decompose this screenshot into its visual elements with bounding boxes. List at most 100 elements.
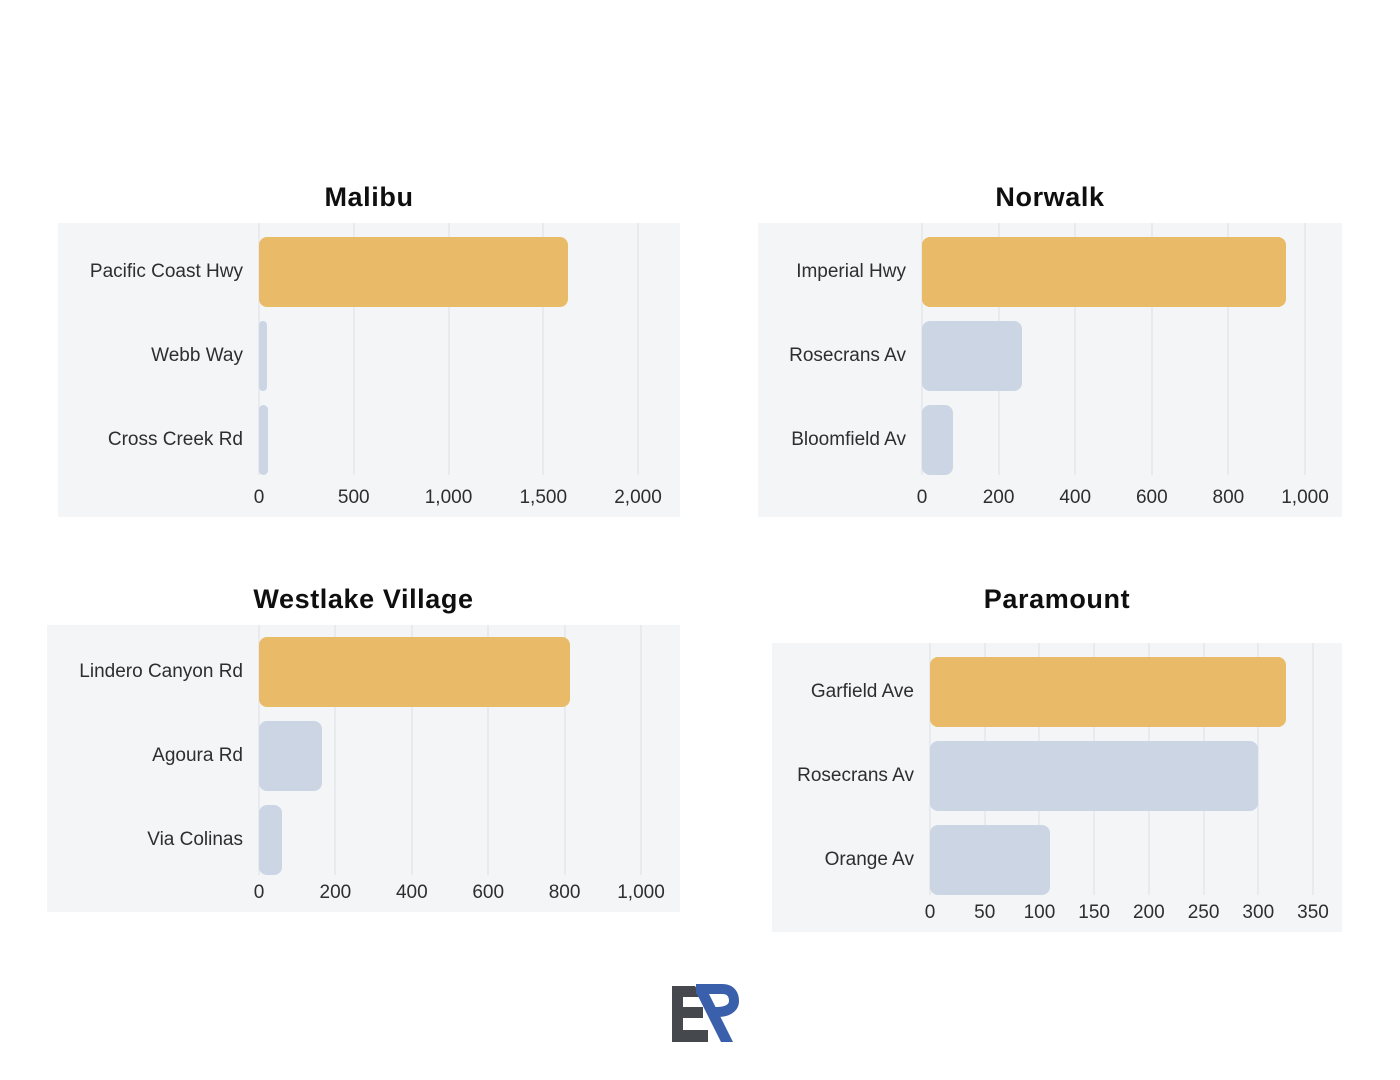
gridline: [448, 223, 449, 475]
bar: [259, 637, 571, 707]
category-label: Orange Av: [824, 849, 914, 870]
bar-row: Pacific Coast Hwy: [58, 237, 638, 307]
bar-track: [922, 321, 1305, 391]
bar-row: Via Colinas: [47, 805, 641, 875]
chart-panel: Pacific Coast Hwy Webb Way Cross Creek Rd …: [58, 223, 680, 517]
bar-row: Garfield Ave: [772, 657, 1313, 727]
category-label: Rosecrans Av: [789, 345, 906, 366]
axis-tick-label: 200: [982, 487, 1015, 508]
logo-letter-e: [672, 986, 708, 1042]
gridline: [1312, 643, 1314, 895]
chart-paramount: Paramount Garfield Ave Rosecrans Av Orange…: [772, 580, 1342, 932]
category-label: Lindero Canyon Rd: [79, 661, 243, 682]
axis-tick-label: 200: [1132, 902, 1165, 923]
axis-tick-label: 500: [337, 487, 370, 508]
axis-tick-label: 0: [916, 487, 928, 508]
axis-tick-label: 1,000: [424, 487, 473, 508]
er-logo-icon: [672, 984, 740, 1042]
axis-tick-label: 800: [1212, 487, 1245, 508]
gridline: [564, 625, 566, 875]
plot-rows: Pacific Coast Hwy Webb Way Cross Creek Rd: [58, 237, 638, 489]
plot-rows: Garfield Ave Rosecrans Av Orange Av: [772, 657, 1313, 909]
axis-tick-label: 1,500: [519, 487, 568, 508]
gridline: [1304, 223, 1306, 475]
x-axis: 0 200 400 600 800 1,000: [917, 475, 1329, 517]
category-label: Rosecrans Av: [797, 765, 914, 786]
chart-title: Norwalk: [995, 182, 1105, 212]
axis-tick-label: 0: [924, 902, 936, 923]
chart-panel: Garfield Ave Rosecrans Av Orange Av 0 50 100…: [772, 643, 1342, 932]
bar-track: [259, 237, 638, 307]
bar: [259, 321, 267, 391]
category-label: Webb Way: [151, 345, 243, 366]
bar: [259, 721, 323, 791]
bar-row: Cross Creek Rd: [58, 405, 638, 475]
gridline: [640, 625, 642, 875]
bar-track: [259, 805, 641, 875]
plot-rows: Lindero Canyon Rd Agoura Rd Via Colinas: [47, 637, 641, 889]
logo-letter-r-bowl: [696, 984, 740, 1017]
bar: [259, 237, 568, 307]
category-label: Cross Creek Rd: [107, 429, 243, 450]
gridline: [1227, 223, 1229, 475]
axis-tick-label: 250: [1187, 902, 1220, 923]
axis-tick-label: 2,000: [614, 487, 662, 508]
chart-title: Paramount: [983, 584, 1131, 614]
x-axis: 0 500 1,000 1,500 2,000: [254, 475, 662, 517]
bar: [259, 805, 282, 875]
axis-tick-label: 300: [1242, 902, 1275, 923]
er-logo: [670, 984, 746, 1042]
gridline: [487, 625, 489, 875]
chart-malibu: Malibu Pacific Coast Hwy Webb Way Cross Cr…: [58, 178, 680, 517]
logo-letter-r-leg: [697, 994, 733, 1042]
axis-tick-label: 600: [472, 882, 505, 903]
category-label: Bloomfield Av: [791, 429, 906, 450]
axis-tick-label: 0: [253, 882, 265, 903]
bar-track: [259, 637, 641, 707]
chart-title: Malibu: [324, 182, 414, 212]
bar-track: [259, 405, 638, 475]
bar-track: [259, 721, 641, 791]
chart-westlake-village: Westlake Village Lindero Canyon Rd Agoura…: [47, 580, 680, 912]
bar: [922, 405, 953, 475]
bar: [922, 321, 1022, 391]
bar-row: Lindero Canyon Rd: [47, 637, 641, 707]
x-axis: 0 50 100 150 200 250 300 350: [925, 895, 1329, 932]
bar-row: Rosecrans Av: [758, 321, 1305, 391]
bar-row: Webb Way: [58, 321, 638, 391]
plot-rows: Imperial Hwy Rosecrans Av Bloomfield Av: [758, 237, 1305, 489]
axis-tick-label: 0: [253, 487, 265, 508]
chart-panel: Lindero Canyon Rd Agoura Rd Via Colinas 0 2…: [47, 625, 680, 912]
axis-tick-label: 1,000: [1281, 487, 1329, 508]
gridline: [1074, 223, 1076, 475]
bar-track: [930, 657, 1313, 727]
gridline: [334, 625, 336, 875]
gridline: [542, 223, 544, 475]
axis-tick-label: 1,000: [617, 882, 665, 903]
bar: [922, 237, 1286, 307]
bar-track: [930, 825, 1313, 895]
x-axis: 0 200 400 600 800 1,000: [254, 875, 665, 912]
axis-tick-label: 50: [974, 902, 996, 923]
category-label: Via Colinas: [147, 829, 243, 850]
gridline: [411, 625, 413, 875]
bar-row: Agoura Rd: [47, 721, 641, 791]
bar: [930, 825, 1051, 895]
axis-tick-label: 400: [1059, 487, 1092, 508]
axis-tick-label: 800: [548, 882, 581, 903]
bar-row: Bloomfield Av: [758, 405, 1305, 475]
axis-tick-label: 350: [1297, 902, 1329, 923]
bar-track: [922, 405, 1305, 475]
axis-tick-label: 200: [319, 882, 352, 903]
chart-panel: Imperial Hwy Rosecrans Av Bloomfield Av 0 2…: [758, 223, 1342, 517]
category-label: Pacific Coast Hwy: [89, 261, 243, 282]
bar-track: [930, 741, 1313, 811]
bar-row: Orange Av: [772, 825, 1313, 895]
chart-title: Westlake Village: [253, 584, 474, 614]
bar: [259, 405, 268, 475]
axis-tick-label: 400: [395, 882, 428, 903]
bar-row: Imperial Hwy: [758, 237, 1305, 307]
bar: [930, 741, 1259, 811]
bar-row: Rosecrans Av: [772, 741, 1313, 811]
category-label: Agoura Rd: [152, 745, 243, 766]
